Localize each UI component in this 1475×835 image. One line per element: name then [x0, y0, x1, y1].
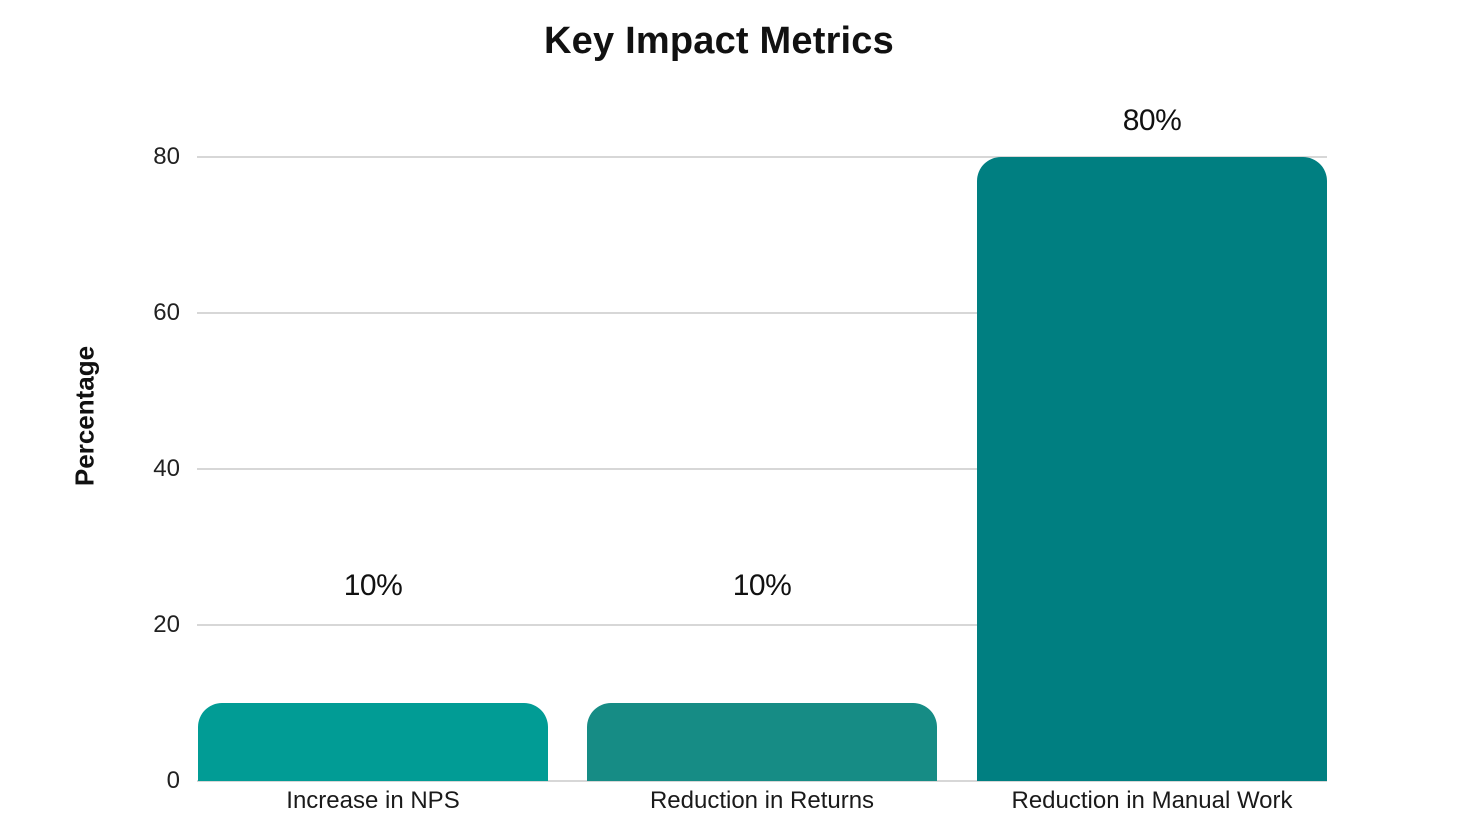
y-tick-label-80: 80 — [153, 143, 180, 170]
gridline-20 — [197, 624, 1327, 626]
value-label-2: 10% — [732, 569, 792, 602]
gridline-60 — [197, 312, 1327, 314]
gridline-0 — [197, 780, 1327, 782]
chart-title: Key Impact Metrics — [544, 20, 894, 62]
y-tick-label-20: 20 — [153, 611, 180, 638]
y-tick-label-60: 60 — [153, 299, 180, 326]
gridline-80 — [197, 156, 1327, 158]
x-tick-label-3: Reduction in Manual Work — [1011, 787, 1293, 814]
value-label-1: 10% — [343, 569, 403, 602]
bar-3 — [977, 157, 1327, 781]
x-tick-label-1: Increase in NPS — [286, 787, 460, 814]
gridline-40 — [197, 468, 1327, 470]
y-tick-label-0: 0 — [166, 767, 180, 794]
x-tick-label-2: Reduction in Returns — [649, 787, 875, 814]
bar-2 — [587, 703, 937, 781]
bar-1 — [198, 703, 548, 781]
y-tick-label-40: 40 — [153, 455, 180, 482]
value-label-3: 80% — [1122, 104, 1182, 137]
